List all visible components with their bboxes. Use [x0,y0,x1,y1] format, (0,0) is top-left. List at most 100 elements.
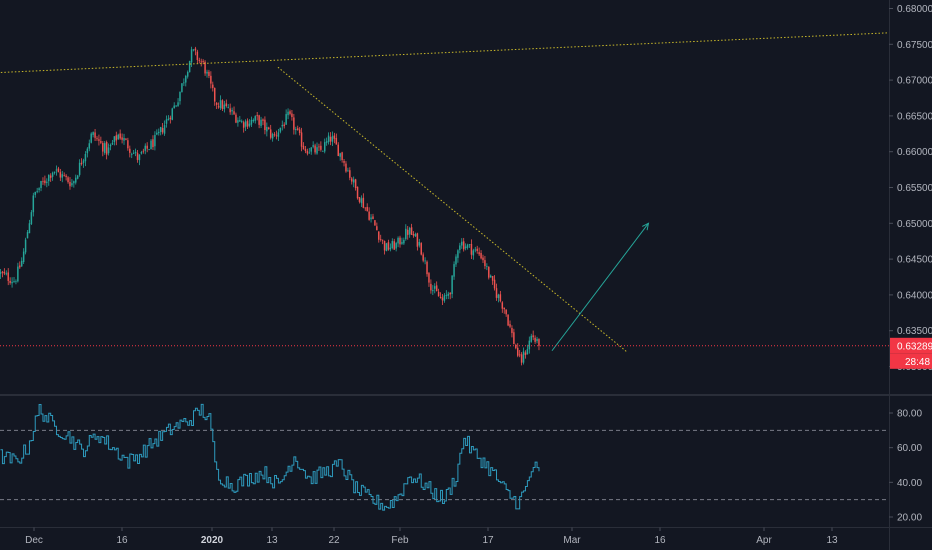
candle [322,150,324,152]
candle [125,137,127,141]
candle-body [391,241,394,248]
candle-body [200,61,202,63]
candle-body [40,180,42,188]
candle-body [215,102,218,105]
price-axis-tick-label: 0.67500 [897,40,932,51]
candle-body [352,179,355,183]
candle [306,148,309,156]
candle [9,277,11,285]
candle-body [364,207,367,209]
candle-body [285,114,287,125]
candle [161,123,164,135]
candle-body [488,266,490,278]
candle [304,146,307,154]
candle [36,187,38,194]
candle [53,171,56,175]
candle-body [474,249,477,251]
candle-body [358,197,361,202]
time-axis-tick-label: 17 [482,535,494,546]
candle-body [53,171,56,173]
descending-trendline[interactable] [277,66,628,353]
projection-arrow[interactable] [551,222,650,352]
candle [532,330,534,341]
candle-body [136,152,139,160]
candle-body [314,145,316,153]
candle-body [61,174,64,178]
candle-body [167,118,170,121]
candle-body [158,131,160,134]
candle-body [96,138,98,140]
candle-body [457,250,459,258]
candle-body [273,134,276,136]
candle [439,292,442,299]
candle [152,135,154,151]
upper-trendline[interactable] [0,32,888,74]
candle-body [462,241,465,250]
candle [142,148,145,154]
candle-body [281,125,284,127]
candlestick-series [0,46,540,366]
candle-body [275,135,278,137]
candle [379,234,382,242]
candle-body [231,109,233,112]
candle [354,178,357,191]
candle-body [100,141,102,143]
candle [462,237,465,252]
candle [499,290,502,303]
candle-body [482,257,484,261]
candle-body [15,281,17,283]
candle [123,133,125,145]
candle [80,158,83,166]
candle [248,119,251,128]
candle [76,174,79,180]
candle-body [73,181,75,184]
candle [526,344,529,355]
candle-body [320,145,322,150]
price-axis-tick-label: 0.65500 [897,183,932,194]
candle [331,131,334,146]
candle-body [530,335,532,342]
candle-body [470,244,473,255]
candle [111,140,114,146]
candle [1,270,4,278]
candle-body [366,206,368,212]
candle [254,115,257,124]
candle-body [503,307,505,310]
candle-body [102,143,104,152]
candle [244,119,247,132]
candle-body [154,134,156,147]
candle [399,235,401,248]
candle [364,207,367,211]
candle-body [291,113,293,118]
candle [302,142,305,150]
candle [181,83,183,93]
candle [192,49,195,52]
candle-body [461,241,463,246]
candle [381,239,384,245]
arrow-head [642,222,650,231]
candle-body [459,245,461,250]
candle [468,244,471,248]
candle [34,191,36,198]
candle-body [518,354,521,356]
candle [524,350,527,359]
candle [140,150,143,155]
candle [310,146,312,155]
candle-body [464,246,467,249]
candle [213,87,216,106]
candle-body [466,244,469,248]
time-axis-tick-label: 2020 [201,535,224,546]
candle-body [185,76,187,83]
candle-body [389,247,392,250]
candle [509,320,511,329]
candle-body [296,128,299,130]
candle [156,129,158,136]
candle-body [219,100,222,109]
candle [522,347,525,365]
candle [28,219,31,234]
candle [198,57,201,64]
candle-body [75,177,77,183]
candle [343,158,345,167]
candle [530,333,532,343]
candle-body [117,134,119,140]
